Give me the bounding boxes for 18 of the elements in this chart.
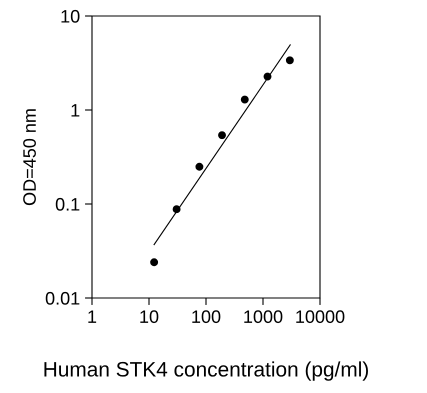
point: [218, 131, 226, 140]
point: [150, 258, 158, 266]
y-axis-title: OD=450 nm: [23, 109, 36, 206]
x-tick-label: 10000: [296, 310, 344, 324]
x-tick-label: 100: [192, 310, 220, 324]
point: [172, 205, 181, 214]
y-tick-label: 10: [61, 10, 80, 23]
x-axis-title: Human STK4 concentration (pg/ml): [44, 361, 368, 381]
y-tick-label: 0.1: [56, 198, 80, 211]
x-tick-label: 1000: [244, 310, 282, 324]
x-tick-label: 1: [88, 310, 96, 323]
x-tick-label: 10: [140, 310, 158, 324]
point: [264, 72, 272, 80]
point: [286, 56, 294, 64]
y-tick-label: 1: [72, 104, 80, 117]
y-tick-label: 0.01: [46, 292, 80, 305]
point: [240, 96, 249, 104]
point: [195, 162, 204, 171]
